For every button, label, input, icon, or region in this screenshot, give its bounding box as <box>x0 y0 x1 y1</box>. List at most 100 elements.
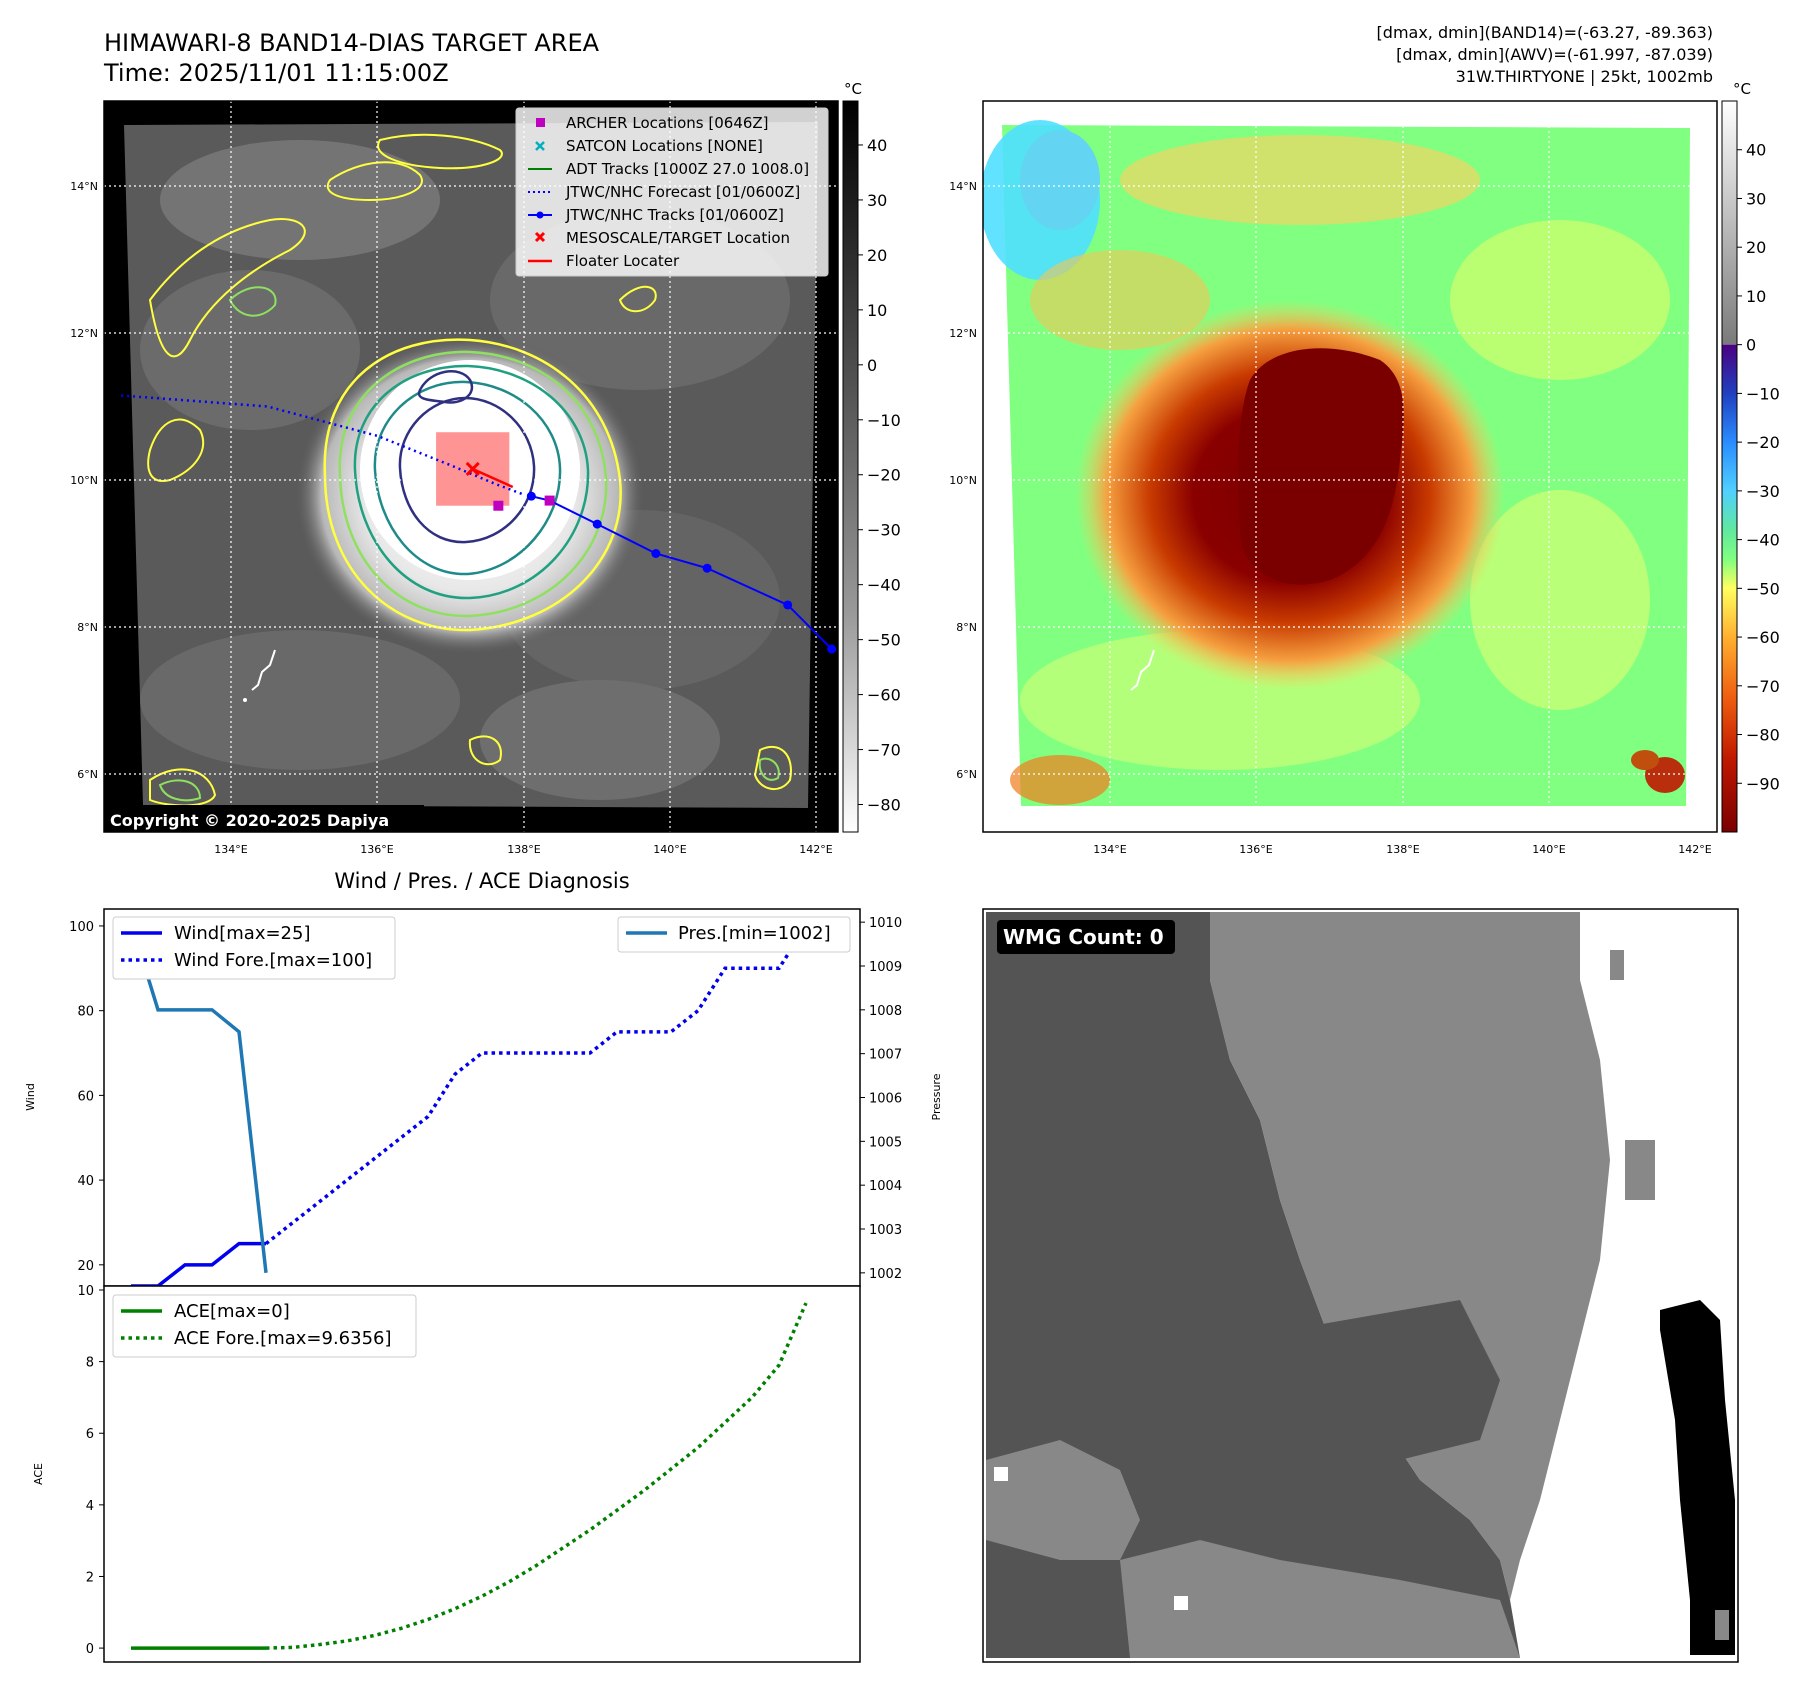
colorbar-tick-label: −80 <box>1746 726 1780 745</box>
wind-axis-label: Wind <box>24 1083 37 1111</box>
lon-label: 142°E <box>799 843 832 856</box>
ace-tick-label: 4 <box>86 1499 94 1514</box>
colorbar-tick-label: −40 <box>867 576 901 595</box>
ace-chart: 0 2 4 6 8 10 ACE[max=0] ACE Fore.[max=9.6356] A… <box>32 1284 861 1663</box>
pressure-axis-label: Pressure <box>930 1073 943 1120</box>
pressure-tick-label: 1003 <box>869 1223 902 1238</box>
legend-label: ADT Tracks [1000Z 27.0 1008.0] <box>566 160 809 178</box>
legend-label: MESOSCALE/TARGET Location <box>566 229 790 247</box>
ace-legend-box <box>112 1294 417 1358</box>
colorbar-tick-label: −10 <box>1746 384 1780 403</box>
observed-track-point <box>702 563 712 573</box>
legend-target-marker <box>534 231 546 243</box>
forecast-track-line <box>121 394 525 496</box>
colorbar-tick-label: 30 <box>1746 189 1766 208</box>
wind-pressure-chart: 20 40 60 80 100 1002 1003 1004 1005 1006 1007 1008 1… <box>24 908 943 1288</box>
gray-colorbar: °C 40 30 20 10 0 −10 −20 −30 −40 −50 −60 −70 −80 <box>842 80 901 833</box>
colorbar-tick-label: 10 <box>867 301 887 320</box>
pressure-tick-label: 1002 <box>869 1267 902 1282</box>
color-map-gridlines <box>983 101 1717 832</box>
lat-label: 10°N <box>949 474 977 487</box>
colorbar-tick-label: 10 <box>1746 287 1766 306</box>
pressure-tick-label: 1008 <box>869 1004 902 1019</box>
colorbar-tick-label: 40 <box>1746 141 1766 160</box>
colorbar-tick-label: −30 <box>867 521 901 540</box>
colorbar-tick-label: −20 <box>1746 433 1780 452</box>
legend-label: SATCON Locations [NONE] <box>566 137 763 155</box>
pressure-tick-label: 1006 <box>869 1092 902 1107</box>
observed-track-point <box>526 491 536 501</box>
colorbar-tick-label: −20 <box>867 466 901 485</box>
pressure-tick-label: 1009 <box>869 960 902 975</box>
series-line-2 <box>129 921 268 1274</box>
pressure-legend-box <box>617 916 851 953</box>
ace-tick-label: 2 <box>86 1570 94 1585</box>
floater-locater-line <box>472 467 514 489</box>
ace-series-line-1 <box>265 1302 808 1650</box>
colorbar-tick-label: −50 <box>1746 579 1780 598</box>
legend-satcon-marker <box>535 141 545 151</box>
colorbar-tick-label: 40 <box>867 136 887 155</box>
target-marker <box>465 461 480 477</box>
colorbar-tick-label: −10 <box>867 411 901 430</box>
wind-tick-label: 60 <box>77 1089 94 1104</box>
info-awv: [dmax, dmin](AWV)=(-61.997, -87.039) <box>1396 45 1713 64</box>
color-map-axis-labels: 14°N 12°N 10°N 8°N 6°N 134°E 136°E 138°E 140°E 14… <box>949 180 1712 856</box>
lon-label: 134°E <box>1093 843 1126 856</box>
lon-label: 142°E <box>1678 843 1711 856</box>
colorbar-tick-label: −80 <box>867 796 901 815</box>
ace-tick-label: 0 <box>86 1642 94 1657</box>
colorbar-tick-label: 20 <box>867 246 887 265</box>
lat-label: 10°N <box>70 474 98 487</box>
color-colorbar: °C 40 30 20 10 0 −10 −20 −30 −40 −50 −60 −70 −80 −90 <box>1721 80 1780 833</box>
colorbar-tick-label: 30 <box>867 191 887 210</box>
diagnosis-chart-title: Wind / Pres. / ACE Diagnosis <box>334 869 629 893</box>
legend-label: ARCHER Locations [0646Z] <box>566 114 769 132</box>
legend-label: JTWC/NHC Forecast [01/0600Z] <box>565 183 800 201</box>
legend-label: JTWC/NHC Tracks [01/0600Z] <box>565 206 784 224</box>
wind-tick-label: 40 <box>77 1174 94 1189</box>
archer-point <box>493 500 504 511</box>
legend-archer-marker <box>536 118 545 127</box>
gray-colorbar-unit: °C <box>844 80 862 98</box>
lat-label: 8°N <box>77 621 98 634</box>
legend-track-dot <box>536 211 544 219</box>
ir-map-axis-labels: 14°N 12°N 10°N 8°N 6°N 134°E 136°E 138°E 140°E 14… <box>70 180 833 856</box>
legend-label: Pres.[min=1002] <box>678 923 831 944</box>
wind-tick-label: 80 <box>77 1005 94 1020</box>
lon-label: 138°E <box>507 843 540 856</box>
lat-label: 8°N <box>956 621 977 634</box>
colorbar-tick-label: −70 <box>867 741 901 760</box>
colorbar-tick-label: 20 <box>1746 238 1766 257</box>
ace-axis-label: ACE <box>32 1463 45 1485</box>
lon-label: 140°E <box>653 843 686 856</box>
lat-label: 12°N <box>949 327 977 340</box>
wind-tick-label: 20 <box>77 1259 94 1274</box>
lon-label: 136°E <box>1239 843 1272 856</box>
colorbar-tick-label: −70 <box>1746 677 1780 696</box>
color-map-panel <box>983 101 1717 832</box>
lat-label: 6°N <box>956 768 977 781</box>
observed-track-point <box>592 519 602 529</box>
ir-map-tracks <box>121 394 837 654</box>
observed-track-point <box>651 549 661 558</box>
colorbar-tick-label: −60 <box>867 686 901 705</box>
pressure-tick-label: 1007 <box>869 1048 902 1063</box>
color-colorbar-unit: °C <box>1733 80 1751 98</box>
lat-label: 6°N <box>77 768 98 781</box>
legend-label: Wind Fore.[max=100] <box>174 950 372 971</box>
wind-tick-label: 100 <box>69 920 94 935</box>
wmg-count-label: WMG Count: 0 <box>1003 925 1164 949</box>
archer-point <box>544 495 555 506</box>
colorbar-tick-label: −40 <box>1746 531 1780 550</box>
ace-tick-label: 8 <box>86 1356 94 1371</box>
colorbar-tick-label: 0 <box>867 356 877 375</box>
ir-map-legend: ARCHER Locations [0646Z] SATCON Locations… <box>515 107 829 277</box>
info-band14: [dmax, dmin](BAND14)=(-63.27, -89.363) <box>1377 23 1713 42</box>
wmg-panel: WMG Count: 0 <box>982 908 1739 1663</box>
legend-label: Floater Locater <box>566 252 680 270</box>
lat-label: 12°N <box>70 327 98 340</box>
figure-time: Time: 2025/11/01 11:15:00Z <box>103 59 449 87</box>
lat-label: 14°N <box>949 180 977 193</box>
